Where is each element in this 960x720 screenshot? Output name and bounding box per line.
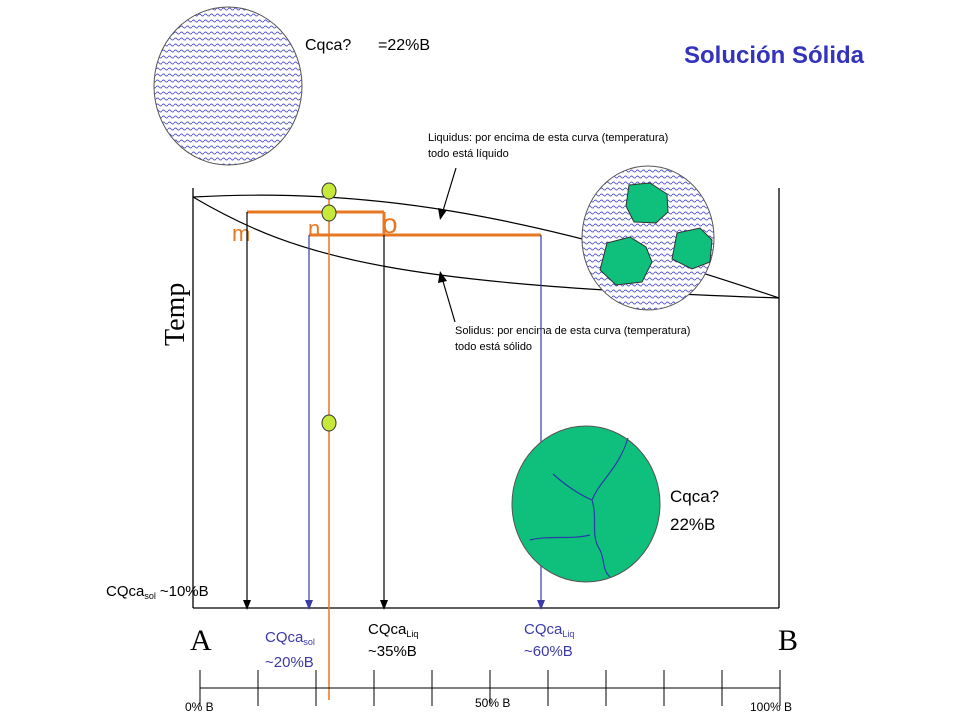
solidus-note-line1: Solidus: por encima de esta curva (tempe…	[455, 325, 690, 337]
composition-m-sol: CQcasol ~10%B	[106, 583, 209, 601]
liquid-circle	[153, 6, 303, 166]
drop-arrow-o	[380, 600, 388, 610]
component-a-label: A	[190, 624, 212, 657]
solid-composition-line2: 22%B	[670, 515, 715, 534]
crystal-grain	[671, 227, 713, 270]
top-composition-value: =22%B	[378, 37, 430, 54]
composition-n-sol-value: ~20%B	[265, 654, 314, 671]
solidus-note-line2: todo está sólido	[455, 341, 532, 353]
composition-o-liq-value: ~35%B	[368, 643, 417, 660]
top-composition-label: Cqca?	[305, 37, 351, 54]
y-axis-label: Temp	[160, 283, 191, 346]
liquidus-note-line2: todo está líquido	[428, 148, 509, 160]
solid-grains-circle	[511, 425, 661, 583]
point-label-o: o	[382, 208, 398, 239]
composition-o-liq: CQcaLiq	[368, 621, 418, 639]
scale-label-50: 50% B	[475, 696, 510, 710]
drop-arrow-n-sol	[305, 600, 313, 610]
composition-n-sol: CQcasol	[265, 629, 315, 647]
component-b-label: B	[778, 624, 798, 657]
state-point	[321, 204, 337, 222]
point-label-n: n	[308, 216, 320, 241]
crystal-grain	[625, 182, 669, 224]
grain-boundary	[529, 534, 591, 541]
scale-label-0: 0% B	[185, 700, 214, 714]
composition-n-liq-value: ~60%B	[524, 643, 573, 660]
drop-arrow-n-liq	[537, 600, 545, 610]
scale-label-100: 100% B	[750, 700, 792, 714]
solidus-arrow	[441, 277, 456, 323]
solidus-arrowhead	[438, 271, 447, 283]
drop-arrow-m	[243, 600, 251, 610]
solid-composition-line1: Cqca?	[670, 487, 719, 506]
grain-boundary	[591, 499, 611, 578]
liquidus-arrowhead	[438, 208, 447, 220]
composition-n-liq: CQcaLiq	[524, 621, 574, 639]
grain-boundary	[552, 437, 629, 501]
liquidus-arrow	[441, 167, 457, 215]
composition-scale	[199, 670, 781, 706]
point-label-m: m	[232, 221, 250, 246]
state-point	[321, 414, 337, 432]
diagram-title: Solución Sólida	[684, 42, 865, 69]
crystal-grain	[599, 236, 653, 286]
state-point	[321, 182, 337, 200]
liquidus-note-line1: Liquidus: por encima de esta curva (temp…	[428, 132, 668, 144]
